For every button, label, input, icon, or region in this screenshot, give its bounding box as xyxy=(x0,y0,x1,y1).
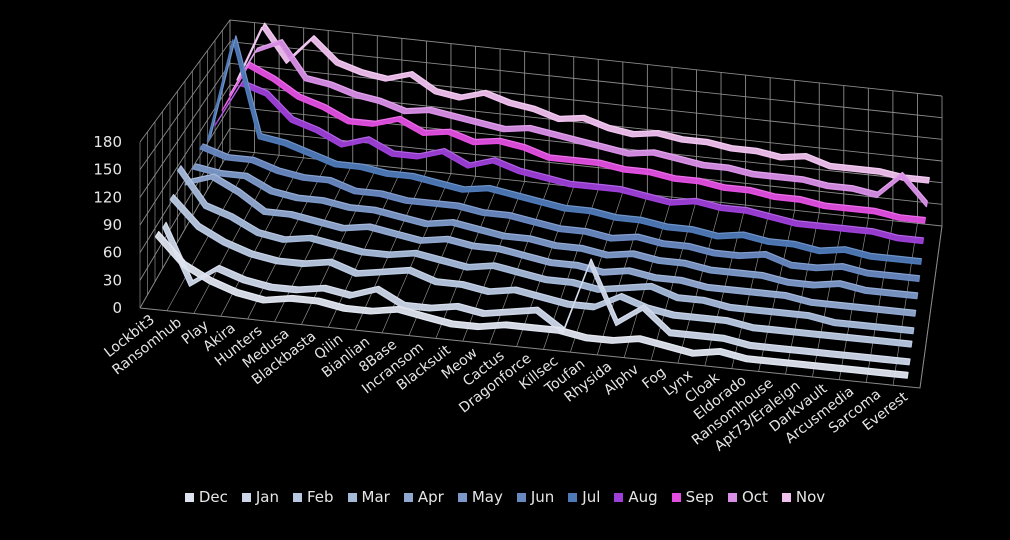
legend-item-jun: Jun xyxy=(516,488,555,506)
y-tick-label: 90 xyxy=(103,216,122,234)
chart-legend: Dec Jan Feb Mar Apr May Jun Jul Aug Sep Oct Nov xyxy=(0,488,1010,506)
gridline-horizontal xyxy=(139,41,943,170)
legend-swatch xyxy=(568,492,578,502)
legend-item-aug: Aug xyxy=(614,488,658,506)
series-ribbons xyxy=(154,22,930,379)
series-ribbon-edge xyxy=(188,173,916,311)
legend-label: Mar xyxy=(361,488,390,506)
series-ribbon-may xyxy=(191,163,919,300)
series-ribbon-edge xyxy=(224,61,926,218)
floor-gridline xyxy=(516,186,575,347)
floor-gridline xyxy=(193,155,280,314)
series-ribbon-edge xyxy=(173,194,912,342)
legend-swatch xyxy=(403,492,413,502)
legend-item-sep: Sep xyxy=(671,488,714,506)
y-tick-label: 60 xyxy=(103,244,122,262)
legend-label: May xyxy=(471,488,503,506)
series-ribbon-edge xyxy=(180,165,914,329)
series-ribbon-edge xyxy=(202,143,920,277)
legend-item-oct: Oct xyxy=(727,488,768,506)
series-ribbon-aug xyxy=(214,79,925,245)
legend-item-may: May xyxy=(457,488,503,506)
legend-item-apr: Apr xyxy=(403,488,444,506)
y-tick-label: 180 xyxy=(93,133,122,151)
legend-swatch xyxy=(614,492,624,502)
floor-gridline xyxy=(489,183,550,344)
legend-item-jan: Jan xyxy=(241,488,279,506)
legend-label: Feb xyxy=(306,488,334,506)
legend-label: Nov xyxy=(795,488,826,506)
series-ribbon-jun xyxy=(199,143,921,282)
legend-swatch xyxy=(781,492,791,502)
y-tick-label: 150 xyxy=(93,161,122,179)
legend-item-mar: Mar xyxy=(347,488,390,506)
legend-swatch xyxy=(184,492,194,502)
series-ribbon-apr xyxy=(184,173,917,317)
series-ribbon-edge xyxy=(239,22,930,179)
legend-swatch xyxy=(671,492,681,502)
series-ribbon-mar xyxy=(177,165,915,335)
floor-edge xyxy=(139,225,943,389)
series-ribbon-edge xyxy=(195,163,918,294)
legend-item-feb: Feb xyxy=(292,488,334,506)
legend-swatch xyxy=(292,492,302,502)
legend-swatch xyxy=(727,492,737,502)
legend-swatch xyxy=(516,492,526,502)
legend-label: Jan xyxy=(255,488,279,506)
legend-swatch xyxy=(241,492,251,502)
legend-label: Jun xyxy=(530,488,555,506)
legend-label: Jul xyxy=(582,488,601,506)
floor-gridline xyxy=(354,170,427,331)
legend-label: Dec xyxy=(198,488,228,506)
series-ribbon-nov xyxy=(236,22,930,184)
legend-swatch xyxy=(347,492,357,502)
series-ribbon-sep xyxy=(221,61,926,224)
series-ribbon-jan xyxy=(162,221,911,366)
series-ribbon-edge xyxy=(165,222,910,360)
legend-label: Apr xyxy=(417,488,444,506)
legend-label: Aug xyxy=(628,488,658,506)
legend-label: Oct xyxy=(741,488,768,506)
legend-item-nov: Nov xyxy=(781,488,826,506)
legend-swatch xyxy=(457,492,467,502)
series-ribbon-edge xyxy=(158,231,908,373)
legend-item-jul: Jul xyxy=(568,488,600,506)
series-ribbon-edge xyxy=(210,35,922,260)
y-tick-label: 30 xyxy=(103,271,122,289)
series-ribbon-dec xyxy=(154,230,909,379)
series-ribbon-edge xyxy=(232,39,928,202)
series-ribbon-feb xyxy=(169,193,913,348)
series-ribbon-oct xyxy=(228,39,928,208)
series-ribbon-jul xyxy=(206,35,923,265)
legend-item-dec: Dec xyxy=(184,488,228,506)
y-tick-label: 120 xyxy=(93,188,122,206)
gridline-horizontal xyxy=(139,19,943,143)
floor-gridline xyxy=(435,178,501,339)
legend-label: Sep xyxy=(685,488,714,506)
y-axis-tick-labels: 0 30 60 90 120 150 180 xyxy=(93,133,122,317)
floor-gridline xyxy=(462,181,525,342)
series-ribbon-edge xyxy=(217,80,924,239)
y-tick-label: 0 xyxy=(112,299,122,317)
